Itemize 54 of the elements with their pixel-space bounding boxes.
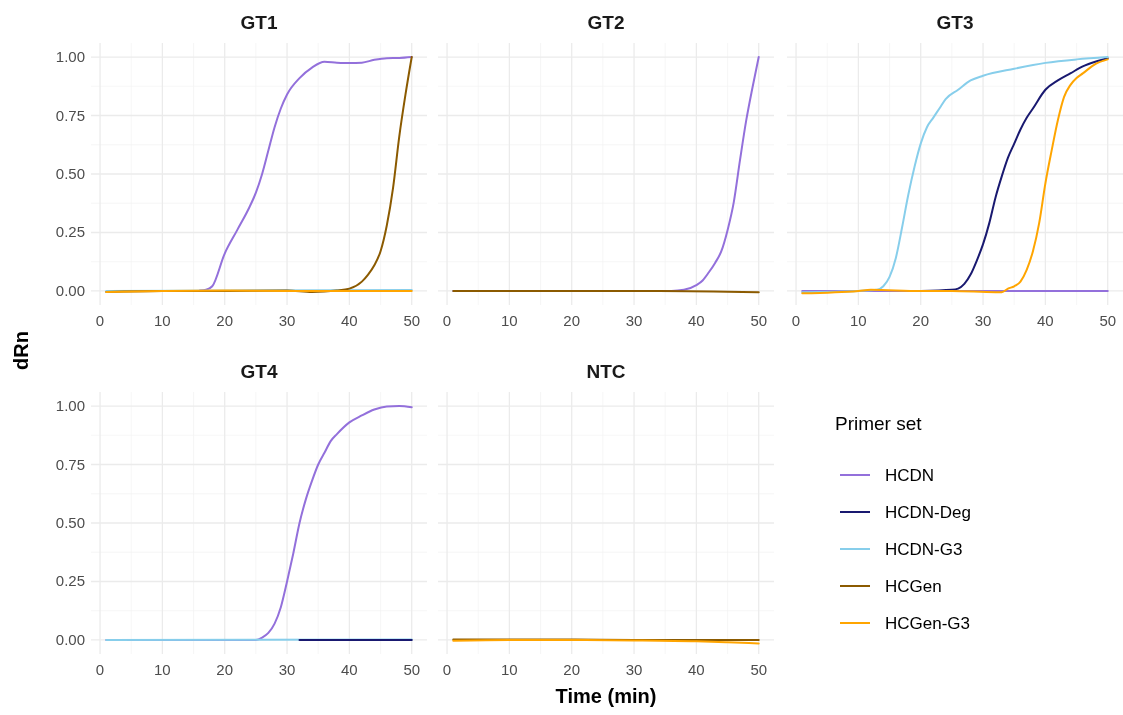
y-tick-label: 0.25 [55, 572, 85, 590]
x-tick-label: 10 [154, 661, 171, 678]
legend-label: HCDN [885, 466, 935, 485]
y-tick-label: 0.75 [55, 455, 85, 473]
x-tick-label: 10 [850, 312, 867, 329]
x-tick-label: 30 [625, 661, 643, 678]
legend-title: Primer set [835, 413, 923, 434]
x-tick-label: 20 [912, 312, 930, 329]
x-tick-label: 50 [750, 661, 768, 678]
x-tick-label: 20 [563, 312, 581, 329]
x-tick-label: 20 [216, 661, 234, 678]
x-tick-label: 10 [501, 661, 518, 678]
line-series [198, 56, 413, 292]
x-tick-label: 0 [95, 661, 105, 678]
x-tick-label: 20 [563, 661, 581, 678]
chart-title: NTC [586, 361, 626, 382]
y-tick-label: 0.50 [55, 514, 85, 531]
y-tick-label: 0.75 [55, 106, 85, 124]
legend-label: HCDN-G3 [885, 540, 963, 559]
chart-title: GT1 [240, 12, 278, 33]
y-tick-label: 0.00 [55, 281, 85, 299]
x-tick-label: 30 [278, 312, 296, 329]
x-tick-label: 30 [625, 312, 643, 329]
legend-label: HCDN-Deg [885, 503, 971, 522]
y-tick-label: 0.25 [55, 223, 85, 241]
x-tick-label: 0 [95, 312, 105, 329]
x-axis-title: Time (min) [555, 685, 657, 707]
x-tick-label: 50 [750, 312, 768, 329]
x-tick-label: 20 [216, 312, 234, 329]
x-tick-label: 40 [688, 312, 705, 329]
x-tick-label: 0 [442, 312, 452, 329]
y-tick-label: 1.00 [55, 397, 85, 415]
x-tick-label: 0 [442, 661, 452, 678]
y-tick-label: 0.00 [55, 630, 85, 648]
legend-label: HCGen-G3 [885, 614, 971, 633]
x-tick-label: 40 [341, 312, 358, 329]
y-axis-title: dRn [10, 331, 32, 370]
x-tick-label: 40 [341, 661, 358, 678]
x-tick-label: 50 [1099, 312, 1117, 329]
x-tick-label: 40 [1037, 312, 1054, 329]
x-tick-label: 50 [403, 661, 421, 678]
x-tick-label: 10 [154, 312, 171, 329]
x-tick-label: 40 [688, 661, 705, 678]
y-tick-label: 0.50 [55, 165, 85, 182]
chart-title: GT3 [936, 12, 974, 33]
x-tick-label: 0 [791, 312, 801, 329]
chart-title: GT4 [240, 361, 278, 382]
x-tick-label: 30 [974, 312, 992, 329]
legend-label: HCGen [885, 577, 942, 596]
x-tick-label: 30 [278, 661, 296, 678]
x-tick-label: 50 [403, 312, 421, 329]
chart-title: GT2 [587, 12, 625, 33]
x-tick-label: 10 [501, 312, 518, 329]
y-tick-label: 1.00 [55, 48, 85, 66]
